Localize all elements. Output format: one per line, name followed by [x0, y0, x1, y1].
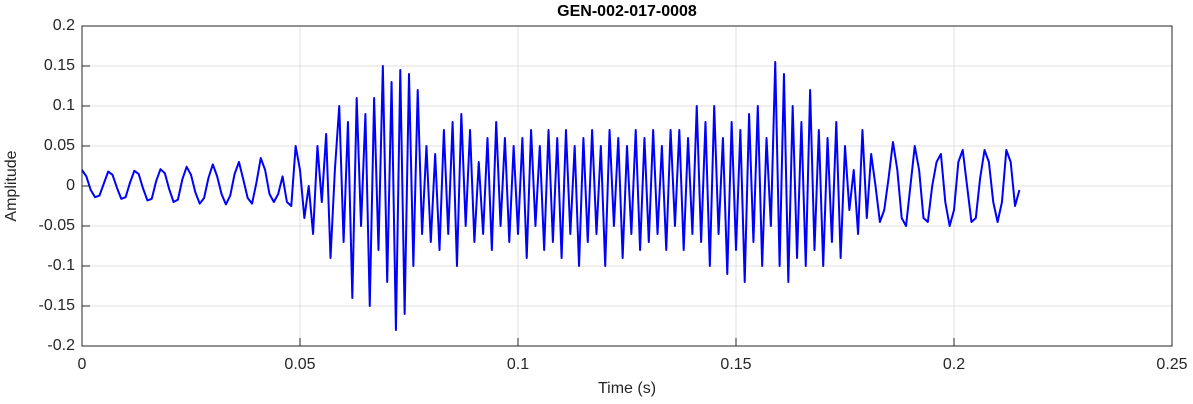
chart-title: GEN-002-017-0008: [557, 3, 697, 20]
y-tick-label: -0.2: [47, 337, 75, 354]
y-tick-label: 0.1: [53, 97, 75, 114]
x-axis-label: Time (s): [598, 380, 656, 397]
y-axis-label: Amplitude: [3, 150, 20, 221]
x-tick-label: 0.25: [1156, 356, 1187, 373]
plot-area: [81, 61, 1021, 331]
x-tick-label: 0.05: [284, 356, 315, 373]
y-tick-label: -0.15: [39, 297, 76, 314]
y-tick-label: -0.1: [47, 257, 75, 274]
y-tick-label: 0.05: [44, 137, 75, 154]
x-tick-label: 0.15: [720, 356, 751, 373]
waveform-line: [81, 61, 1021, 331]
y-tick-label: 0.2: [53, 17, 75, 34]
y-tick-label: -0.05: [39, 217, 76, 234]
y-tick-label: 0.15: [44, 57, 75, 74]
x-tick-label: 0.1: [507, 356, 529, 373]
x-tick-label: 0: [78, 356, 87, 373]
x-tick-label: 0.2: [943, 356, 965, 373]
y-tick-label: 0: [66, 177, 75, 194]
